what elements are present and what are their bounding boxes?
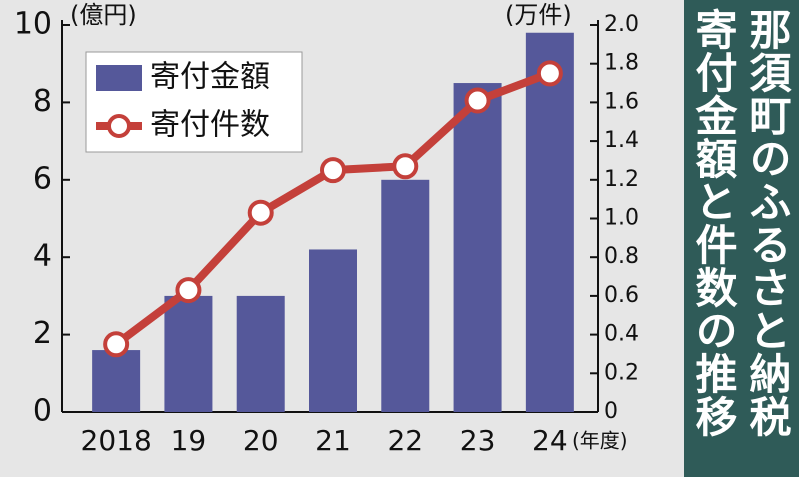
line-marker [320, 157, 346, 184]
bar [309, 249, 357, 412]
y2-tick-label: 0.6 [604, 283, 639, 308]
y2-tick-label: 1.2 [604, 167, 639, 192]
y-tick-label: 8 [33, 84, 52, 119]
line-marker [392, 153, 419, 180]
y-axis-label: (億円) [70, 1, 137, 29]
x-tick-label: 23 [460, 424, 496, 457]
bar [381, 179, 430, 412]
bar [164, 295, 213, 412]
bar [236, 295, 285, 412]
x-axis-label: (年度) [572, 429, 628, 453]
legend-marker [107, 114, 131, 138]
y2-tick-label: 1.4 [604, 128, 639, 153]
y2-tick-label: 0.4 [604, 322, 639, 347]
x-tick-label: 22 [387, 424, 423, 457]
chart: (億円) (万件) (年度) 024681000.20.40.60.81.01.… [14, 1, 639, 457]
line-marker [103, 331, 130, 358]
line-marker [536, 60, 563, 87]
y2-tick-label: 0 [604, 399, 618, 424]
line-marker [175, 277, 202, 304]
legend-label: 寄付件数 [150, 108, 270, 143]
x-tick-label: 2018 [81, 424, 152, 457]
line-marker [247, 199, 274, 226]
y2-tick-label: 0.2 [604, 360, 639, 385]
y-tick-label: 6 [33, 161, 52, 196]
y2-tick-label: 1.6 [604, 89, 639, 114]
legend-swatch [96, 65, 142, 91]
y2-tick-label: 0.8 [604, 244, 639, 269]
y2-tick-label: 1.0 [604, 206, 639, 231]
y-tick-label: 0 [33, 394, 52, 429]
line-marker [464, 87, 491, 114]
y-tick-label: 10 [14, 7, 52, 42]
bar [92, 350, 141, 412]
x-tick-label: 19 [171, 424, 207, 457]
y2-tick-label: 2.0 [604, 12, 639, 37]
x-tick-label: 20 [243, 424, 279, 457]
y-tick-label: 4 [33, 239, 52, 274]
y2-tick-label: 1.8 [604, 51, 639, 76]
y-tick-label: 2 [33, 316, 52, 351]
x-tick-label: 24 [532, 424, 568, 457]
chart-title: 那須町のふるさと納税寄付金額と件数の推移 [684, 0, 799, 477]
y2-axis-label: (万件) [505, 1, 572, 29]
legend-label: 寄付金額 [150, 60, 270, 95]
bar [453, 83, 502, 413]
x-tick-label: 21 [315, 424, 351, 457]
bar [525, 32, 574, 413]
